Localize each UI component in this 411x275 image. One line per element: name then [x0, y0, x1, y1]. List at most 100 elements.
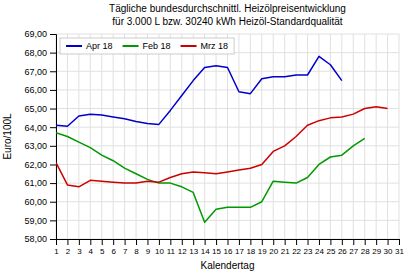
- grid-line: [341, 34, 342, 239]
- x-tick-label: 22: [292, 247, 301, 256]
- x-tick-label: 27: [349, 247, 358, 256]
- x-tick: 24: [315, 239, 324, 256]
- title: Tägliche bundesdurchschnittl. Heizölprei…: [109, 3, 346, 14]
- x-tick-mark: [296, 239, 297, 245]
- x-tick: 7: [123, 239, 128, 256]
- legend-label: Feb 18: [143, 41, 171, 51]
- y-tick: 69,00: [24, 29, 56, 39]
- x-tick-label: 12: [178, 247, 187, 256]
- x-tick: 23: [304, 239, 313, 256]
- grid-line: [193, 34, 194, 239]
- grid-line: [273, 34, 274, 239]
- x-tick-label: 7: [123, 247, 128, 256]
- x-axis-title: Kalendertag: [201, 260, 255, 271]
- x-tick: 4: [89, 239, 94, 256]
- x-tick-mark: [125, 239, 126, 245]
- legend-item: Mrz 18: [181, 41, 229, 51]
- grid-line: [216, 34, 217, 239]
- x-tick-mark: [170, 239, 171, 245]
- grid-line: [170, 34, 171, 239]
- y-tick-mark: [50, 90, 56, 91]
- x-tick: 30: [384, 239, 393, 256]
- y-tick: 62,00: [24, 160, 56, 170]
- x-tick-label: 16: [224, 247, 233, 256]
- y-tick-mark: [50, 71, 56, 72]
- legend-item: Apr 18: [66, 41, 113, 51]
- grid-line: [238, 34, 239, 239]
- x-tick-mark: [239, 239, 240, 245]
- x-tick-label: 19: [258, 247, 267, 256]
- x-tick-label: 21: [281, 247, 290, 256]
- x-tick: 14: [201, 239, 210, 256]
- x-tick-mark: [353, 239, 354, 245]
- y-tick: 67,00: [24, 67, 56, 77]
- legend-swatch: [181, 45, 197, 47]
- x-tick-label: 17: [235, 247, 244, 256]
- x-tick-label: 8: [134, 247, 139, 256]
- grid-line: [261, 34, 262, 239]
- y-tick-label: 60,00: [24, 197, 47, 207]
- grid-line: [364, 34, 365, 239]
- x-tick-label: 4: [89, 247, 94, 256]
- y-axis-title: Euro/100L: [2, 113, 13, 160]
- x-tick: 31: [395, 239, 404, 256]
- x-tick: 6: [111, 239, 116, 256]
- x-tick: 10: [155, 239, 164, 256]
- y-tick: 61,00: [24, 178, 56, 188]
- x-tick: 15: [212, 239, 221, 256]
- x-tick-mark: [159, 239, 160, 245]
- x-tick: 11: [167, 239, 176, 256]
- x-tick: 26: [338, 239, 347, 256]
- plot-area: [56, 56, 388, 222]
- grid-line: [56, 71, 399, 72]
- x-tick-mark: [250, 239, 251, 245]
- x-tick: 17: [235, 239, 244, 256]
- x-tick-label: 9: [146, 247, 151, 256]
- grid-line: [56, 220, 399, 221]
- x-tick: 1: [54, 239, 59, 256]
- x-tick-mark: [102, 239, 103, 245]
- legend-swatch: [66, 45, 82, 47]
- grid-line: [56, 89, 399, 90]
- y-tick-label: 58,00: [24, 234, 47, 244]
- x-tick-label: 18: [246, 247, 255, 256]
- x-tick: 28: [361, 239, 370, 256]
- subtitle: für 3.000 L bzw. 30240 kWh Heizöl-Standa…: [112, 16, 343, 27]
- y-tick-label: 62,00: [24, 160, 47, 170]
- y-tick-mark: [50, 127, 56, 128]
- grid-line: [387, 34, 388, 239]
- y-tick-mark: [50, 34, 56, 35]
- x-tick-mark: [136, 239, 137, 245]
- y-tick-label: 68,00: [24, 48, 47, 58]
- x-tick-label: 25: [326, 247, 335, 256]
- x-tick: 2: [66, 239, 71, 256]
- x-tick-label: 23: [304, 247, 313, 256]
- grid-line: [136, 34, 137, 239]
- grid-line: [353, 34, 354, 239]
- y-tick: 63,00: [24, 141, 56, 151]
- x-tick: 25: [326, 239, 335, 256]
- grid-line: [204, 34, 205, 239]
- y-tick-label: 67,00: [24, 67, 47, 77]
- y-tick: 66,00: [24, 85, 56, 95]
- y-tick-mark: [50, 53, 56, 54]
- y-tick: 64,00: [24, 123, 56, 133]
- legend-box: [60, 38, 234, 54]
- y-tick-mark: [50, 164, 56, 165]
- y-tick-label: 66,00: [24, 85, 47, 95]
- x-tick-mark: [285, 239, 286, 245]
- x-tick-label: 5: [100, 247, 105, 256]
- line: [56, 56, 342, 126]
- y-axis: 58,0059,0060,0061,0062,0063,0064,0065,00…: [24, 29, 56, 244]
- x-tick: 21: [281, 239, 290, 256]
- y-tick: 65,00: [24, 104, 56, 114]
- x-tick-label: 2: [66, 247, 71, 256]
- x-tick: 19: [258, 239, 267, 256]
- x-tick-mark: [399, 239, 400, 245]
- x-tick: 3: [77, 239, 82, 256]
- grid-line: [124, 34, 125, 239]
- x-tick-label: 6: [111, 247, 116, 256]
- x-tick-mark: [205, 239, 206, 245]
- y-tick-label: 63,00: [24, 141, 47, 151]
- x-tick: 29: [372, 239, 381, 256]
